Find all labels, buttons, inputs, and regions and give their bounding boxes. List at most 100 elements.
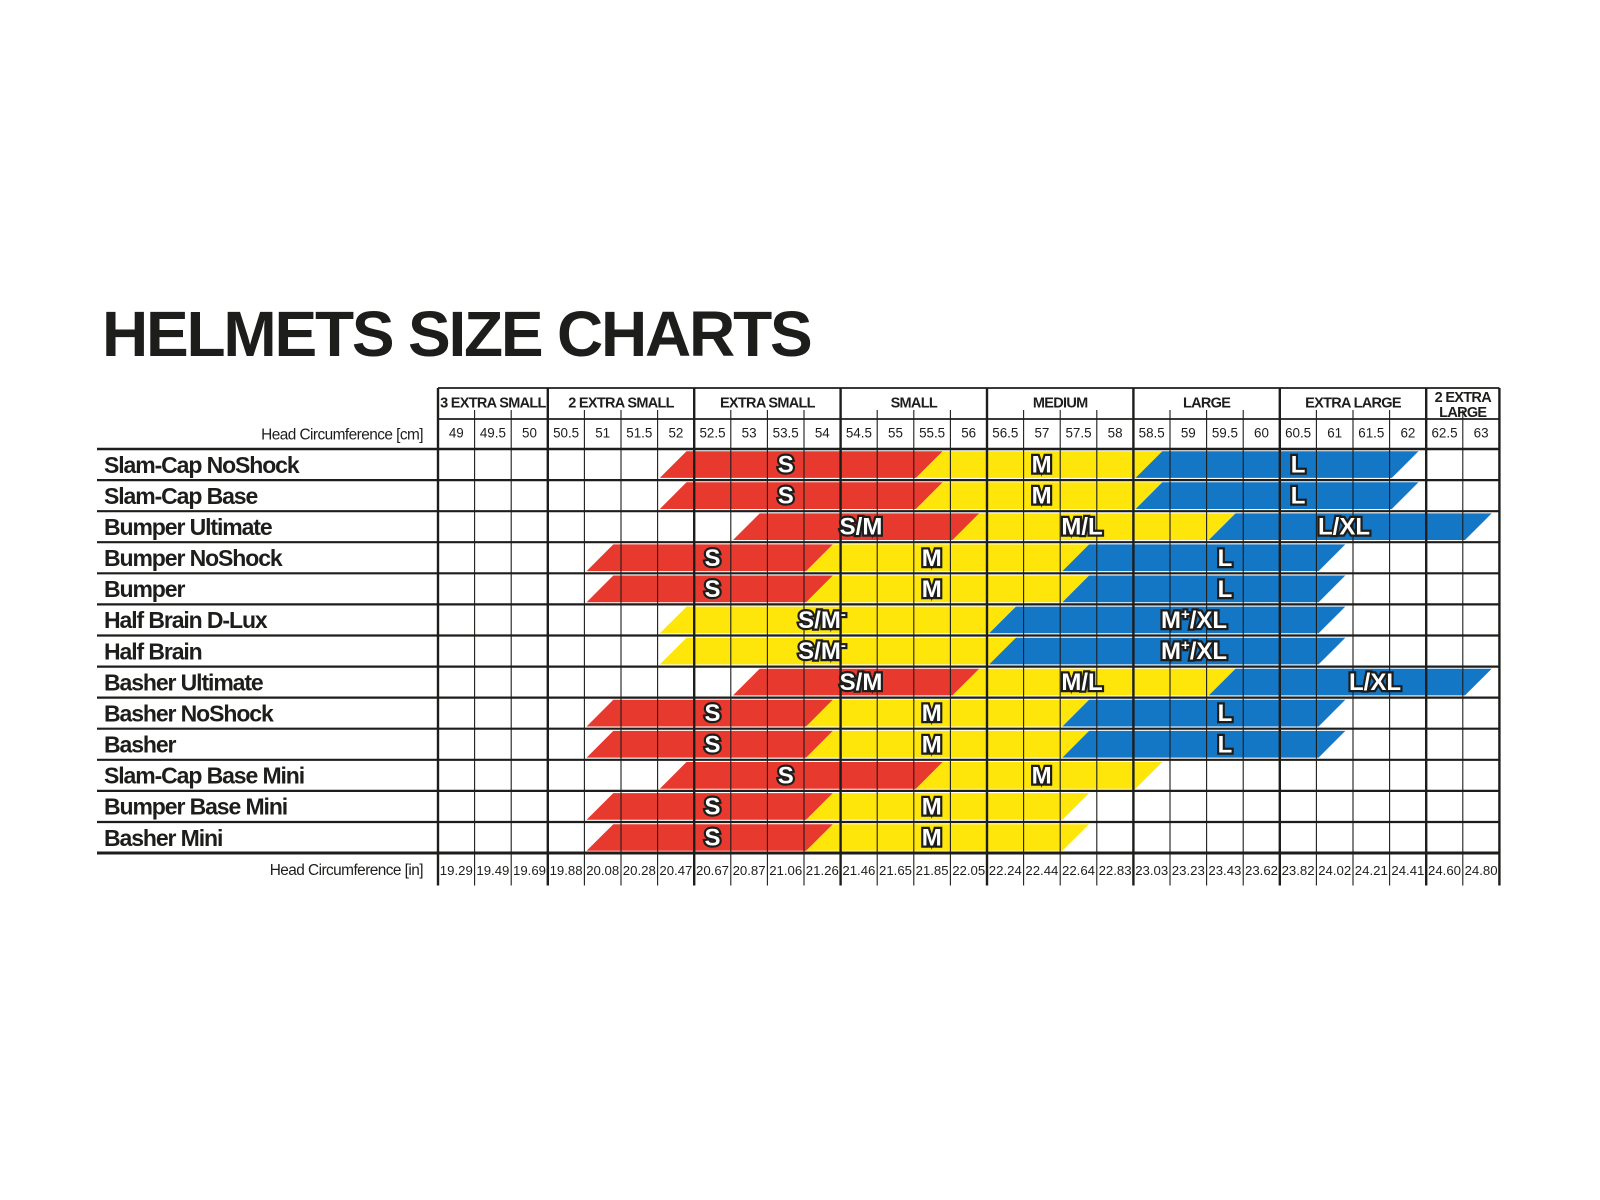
svg-text:57.5: 57.5: [1065, 426, 1091, 441]
svg-text:L: L: [1291, 483, 1306, 510]
svg-text:Bumper NoShock: Bumper NoShock: [104, 545, 283, 571]
svg-text:19.69: 19.69: [513, 863, 546, 878]
svg-text:Basher Mini: Basher Mini: [104, 825, 222, 851]
svg-text:20.28: 20.28: [623, 863, 656, 878]
svg-text:L: L: [1218, 576, 1233, 603]
svg-text:Bumper Ultimate: Bumper Ultimate: [104, 514, 272, 540]
svg-text:22.64: 22.64: [1062, 863, 1095, 878]
svg-text:Bumper Base Mini: Bumper Base Mini: [104, 794, 287, 820]
svg-text:19.29: 19.29: [440, 863, 473, 878]
svg-text:56.5: 56.5: [992, 426, 1018, 441]
svg-text:L: L: [1218, 700, 1233, 727]
svg-text:57: 57: [1034, 426, 1049, 441]
svg-text:EXTRA LARGE: EXTRA LARGE: [1305, 396, 1402, 412]
svg-text:S/M-: S/M-: [798, 606, 846, 634]
svg-text:23.62: 23.62: [1245, 863, 1278, 878]
svg-text:19.88: 19.88: [550, 863, 583, 878]
svg-text:M: M: [922, 731, 942, 758]
svg-text:M: M: [922, 825, 942, 852]
svg-text:LARGE: LARGE: [1183, 396, 1231, 412]
svg-text:21.46: 21.46: [842, 863, 875, 878]
svg-text:20.47: 20.47: [659, 863, 692, 878]
svg-text:51.5: 51.5: [626, 426, 652, 441]
svg-text:54.5: 54.5: [846, 426, 872, 441]
svg-text:23.23: 23.23: [1172, 863, 1205, 878]
svg-text:Head Circumference [cm]: Head Circumference [cm]: [261, 427, 423, 444]
svg-text:S: S: [704, 576, 720, 603]
svg-text:2 EXTRA: 2 EXTRA: [1435, 390, 1493, 406]
svg-text:49: 49: [449, 426, 464, 441]
svg-text:M/L: M/L: [1061, 669, 1102, 696]
svg-text:20.87: 20.87: [733, 863, 766, 878]
svg-text:Slam-Cap Base Mini: Slam-Cap Base Mini: [104, 763, 304, 789]
svg-text:22.44: 22.44: [1025, 863, 1058, 878]
svg-text:52.5: 52.5: [699, 426, 725, 441]
svg-text:S: S: [704, 700, 720, 727]
svg-text:S: S: [778, 452, 794, 479]
svg-text:S/M: S/M: [840, 669, 883, 696]
svg-text:M: M: [1032, 452, 1052, 479]
svg-text:EXTRA SMALL: EXTRA SMALL: [720, 396, 816, 412]
svg-text:Half Brain D-Lux: Half Brain D-Lux: [104, 607, 268, 633]
svg-text:55.5: 55.5: [919, 426, 945, 441]
svg-text:MEDIUM: MEDIUM: [1033, 396, 1088, 412]
svg-text:M: M: [922, 793, 942, 820]
svg-text:Basher: Basher: [104, 732, 177, 758]
svg-text:M/L: M/L: [1061, 514, 1102, 541]
svg-text:21.26: 21.26: [806, 863, 839, 878]
svg-text:S: S: [704, 793, 720, 820]
svg-text:M: M: [922, 576, 942, 603]
svg-text:M: M: [1032, 483, 1052, 510]
svg-text:L: L: [1218, 731, 1233, 758]
svg-text:Bumper: Bumper: [104, 576, 185, 602]
svg-text:58.5: 58.5: [1139, 426, 1165, 441]
svg-text:S/M-: S/M-: [798, 637, 846, 665]
svg-text:62: 62: [1400, 426, 1415, 441]
svg-text:61: 61: [1327, 426, 1342, 441]
svg-text:M+/XL: M+/XL: [1161, 606, 1227, 634]
svg-text:63: 63: [1474, 426, 1489, 441]
svg-text:S: S: [778, 483, 794, 510]
svg-text:L/XL: L/XL: [1349, 669, 1401, 696]
svg-text:L/XL: L/XL: [1318, 514, 1370, 541]
svg-text:L: L: [1218, 545, 1233, 572]
svg-text:M: M: [1032, 762, 1052, 789]
svg-text:59.5: 59.5: [1212, 426, 1238, 441]
svg-text:SMALL: SMALL: [891, 396, 938, 412]
svg-text:24.60: 24.60: [1428, 863, 1461, 878]
svg-text:60: 60: [1254, 426, 1269, 441]
svg-text:HELMETS SIZE CHARTS: HELMETS SIZE CHARTS: [102, 298, 811, 370]
svg-text:22.05: 22.05: [952, 863, 985, 878]
svg-text:2 EXTRA SMALL: 2 EXTRA SMALL: [568, 396, 674, 412]
svg-text:3 EXTRA SMALL: 3 EXTRA SMALL: [440, 396, 546, 412]
svg-text:21.06: 21.06: [769, 863, 802, 878]
svg-text:Basher Ultimate: Basher Ultimate: [104, 669, 263, 695]
svg-text:22.83: 22.83: [1099, 863, 1132, 878]
svg-text:19.49: 19.49: [476, 863, 509, 878]
svg-text:59: 59: [1181, 426, 1196, 441]
svg-text:49.5: 49.5: [480, 426, 506, 441]
svg-text:21.65: 21.65: [879, 863, 912, 878]
svg-text:24.41: 24.41: [1391, 863, 1424, 878]
svg-text:21.85: 21.85: [916, 863, 949, 878]
svg-text:50: 50: [522, 426, 537, 441]
svg-text:S: S: [778, 762, 794, 789]
svg-text:Slam-Cap NoShock: Slam-Cap NoShock: [104, 452, 300, 478]
svg-text:20.08: 20.08: [586, 863, 619, 878]
svg-text:60.5: 60.5: [1285, 426, 1311, 441]
svg-text:24.02: 24.02: [1318, 863, 1351, 878]
svg-text:Half Brain: Half Brain: [104, 638, 202, 664]
svg-text:62.5: 62.5: [1431, 426, 1457, 441]
svg-text:55: 55: [888, 426, 903, 441]
svg-text:L: L: [1291, 452, 1306, 479]
svg-text:56: 56: [961, 426, 976, 441]
svg-text:M+/XL: M+/XL: [1161, 637, 1227, 665]
svg-text:S: S: [704, 825, 720, 852]
svg-text:20.67: 20.67: [696, 863, 729, 878]
svg-text:LARGE: LARGE: [1439, 405, 1487, 421]
svg-text:S/M: S/M: [840, 514, 883, 541]
svg-text:M: M: [922, 700, 942, 727]
svg-text:S: S: [704, 545, 720, 572]
svg-text:24.21: 24.21: [1355, 863, 1388, 878]
svg-text:54: 54: [815, 426, 830, 441]
